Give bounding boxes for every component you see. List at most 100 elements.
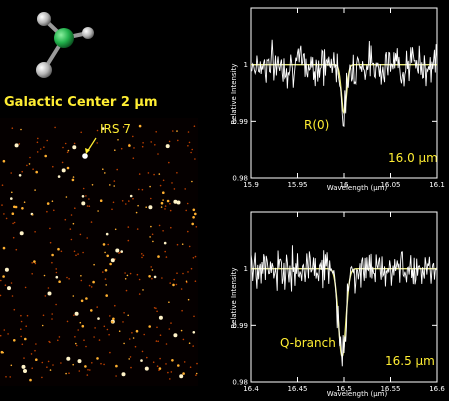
star-point xyxy=(49,227,51,230)
star-point xyxy=(153,307,156,309)
star-point xyxy=(28,163,31,165)
star-point xyxy=(51,200,54,202)
y-axis-label: Relative Intensity xyxy=(230,64,238,125)
star-point xyxy=(138,278,141,281)
star-point xyxy=(187,230,189,233)
star-point xyxy=(49,241,52,244)
star-point xyxy=(142,254,145,257)
star-point xyxy=(168,328,171,330)
star-point xyxy=(34,349,36,352)
star-point xyxy=(114,228,117,231)
star-point xyxy=(43,274,46,277)
star-point xyxy=(80,299,84,303)
star-point xyxy=(88,284,91,287)
star-point xyxy=(49,341,51,344)
star-point xyxy=(29,156,31,159)
star-point xyxy=(102,168,104,170)
star-point xyxy=(163,241,167,245)
star-point xyxy=(187,298,190,301)
star-point xyxy=(90,309,93,312)
star-point xyxy=(157,340,159,343)
star-point xyxy=(25,325,28,327)
star-point xyxy=(41,324,44,327)
star-point xyxy=(96,306,98,308)
star-point xyxy=(169,209,172,212)
star-point xyxy=(105,284,107,286)
star-point xyxy=(166,199,170,203)
star-point xyxy=(0,294,2,297)
star-point xyxy=(196,362,198,365)
star-point xyxy=(152,361,155,363)
y-tick-label: 1 xyxy=(244,61,248,69)
star-point xyxy=(150,141,152,143)
star-point xyxy=(102,271,104,273)
star-point xyxy=(71,178,75,182)
star-point xyxy=(143,333,145,336)
wavelength-label: 16.5 μm xyxy=(385,354,435,368)
star-point xyxy=(141,253,143,255)
star-point xyxy=(176,172,178,174)
star-point xyxy=(138,173,141,175)
x-tick-label: 16.45 xyxy=(287,385,307,393)
star-point xyxy=(124,272,126,274)
star-point xyxy=(82,251,84,254)
star-point xyxy=(162,230,164,232)
galactic-center-image xyxy=(0,118,198,386)
star-point xyxy=(21,364,26,369)
star-point xyxy=(19,231,24,236)
star-point xyxy=(128,200,130,202)
star-point xyxy=(31,367,33,369)
star-point xyxy=(84,365,87,368)
star-point xyxy=(66,151,69,154)
star-point xyxy=(120,250,123,253)
star-point xyxy=(20,320,23,323)
star-point xyxy=(46,366,48,368)
star-point xyxy=(171,182,173,184)
star-point xyxy=(91,184,94,186)
star-point xyxy=(42,314,45,317)
star-point xyxy=(148,275,151,278)
star-point xyxy=(156,365,159,367)
x-tick-label: 16.1 xyxy=(429,181,445,189)
star-point xyxy=(61,168,66,173)
star-point xyxy=(4,267,9,272)
star-point xyxy=(46,139,48,142)
star-point xyxy=(125,289,128,292)
star-point xyxy=(187,131,190,133)
star-point xyxy=(66,276,68,279)
star-point xyxy=(93,263,95,266)
star-point xyxy=(170,226,172,229)
star-point xyxy=(64,218,67,221)
star-point xyxy=(68,278,70,280)
star-point xyxy=(187,271,189,273)
star-point xyxy=(88,198,90,200)
star-point xyxy=(133,147,135,149)
star-point xyxy=(80,275,82,277)
star-point xyxy=(47,291,52,296)
star-point xyxy=(155,307,157,310)
star-point xyxy=(85,195,87,197)
star-point xyxy=(18,174,22,177)
star-point xyxy=(72,176,75,178)
hydrogen-atom xyxy=(37,12,51,26)
star-point xyxy=(24,337,27,341)
star-point xyxy=(0,334,2,337)
star-point xyxy=(36,151,39,153)
y-tick-label: 0.98 xyxy=(232,175,248,183)
star-point xyxy=(15,248,18,251)
x-tick-label: 15.9 xyxy=(243,181,259,189)
star-point xyxy=(53,209,55,212)
star-point xyxy=(33,260,36,263)
star-point xyxy=(157,255,160,258)
star-point xyxy=(175,283,178,286)
star-point xyxy=(21,170,24,173)
star-point xyxy=(46,210,48,213)
star-point xyxy=(58,280,61,283)
star-point xyxy=(96,142,98,144)
star-point xyxy=(136,228,139,230)
star-point xyxy=(127,239,130,242)
star-point xyxy=(32,168,34,170)
star-point xyxy=(150,266,152,268)
star-point xyxy=(20,128,22,131)
star-point xyxy=(72,295,75,297)
